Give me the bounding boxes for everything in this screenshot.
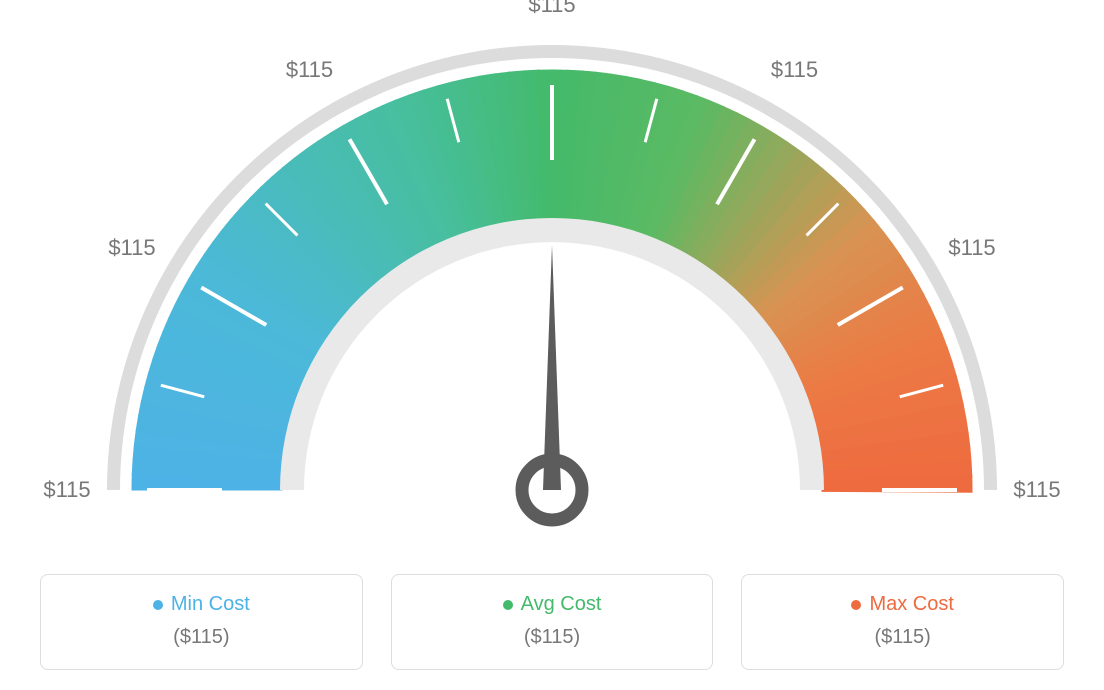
gauge-tick-label: $115 bbox=[43, 477, 90, 503]
avg-cost-card: Avg Cost ($115) bbox=[391, 574, 714, 670]
max-cost-title: Max Cost bbox=[851, 593, 953, 616]
gauge-tick-label: $115 bbox=[108, 235, 155, 261]
avg-cost-dot-icon bbox=[503, 600, 513, 610]
gauge-tick-label: $115 bbox=[286, 57, 333, 83]
gauge-tick-label: $115 bbox=[1013, 477, 1060, 503]
min-cost-label: Min Cost bbox=[171, 593, 250, 616]
max-cost-label: Max Cost bbox=[869, 593, 953, 616]
avg-cost-value: ($115) bbox=[412, 626, 693, 649]
min-cost-title: Min Cost bbox=[153, 593, 250, 616]
avg-cost-label: Avg Cost bbox=[521, 593, 602, 616]
gauge-tick-label: $115 bbox=[771, 57, 818, 83]
gauge-tick-label: $115 bbox=[948, 235, 995, 261]
max-cost-card: Max Cost ($115) bbox=[741, 574, 1064, 670]
max-cost-value: ($115) bbox=[762, 626, 1043, 649]
min-cost-value: ($115) bbox=[61, 626, 342, 649]
gauge-tick-label: $115 bbox=[528, 0, 575, 18]
gauge-svg bbox=[0, 0, 1104, 560]
gauge-area: $115 $115 $115 $115 $115 $115 $115 bbox=[0, 0, 1104, 560]
max-cost-dot-icon bbox=[851, 600, 861, 610]
min-cost-card: Min Cost ($115) bbox=[40, 574, 363, 670]
avg-cost-title: Avg Cost bbox=[503, 593, 602, 616]
min-cost-dot-icon bbox=[153, 600, 163, 610]
summary-cards: Min Cost ($115) Avg Cost ($115) Max Cost… bbox=[40, 574, 1064, 670]
gauge-chart-container: $115 $115 $115 $115 $115 $115 $115 Min Cost ($… bbox=[0, 0, 1104, 690]
